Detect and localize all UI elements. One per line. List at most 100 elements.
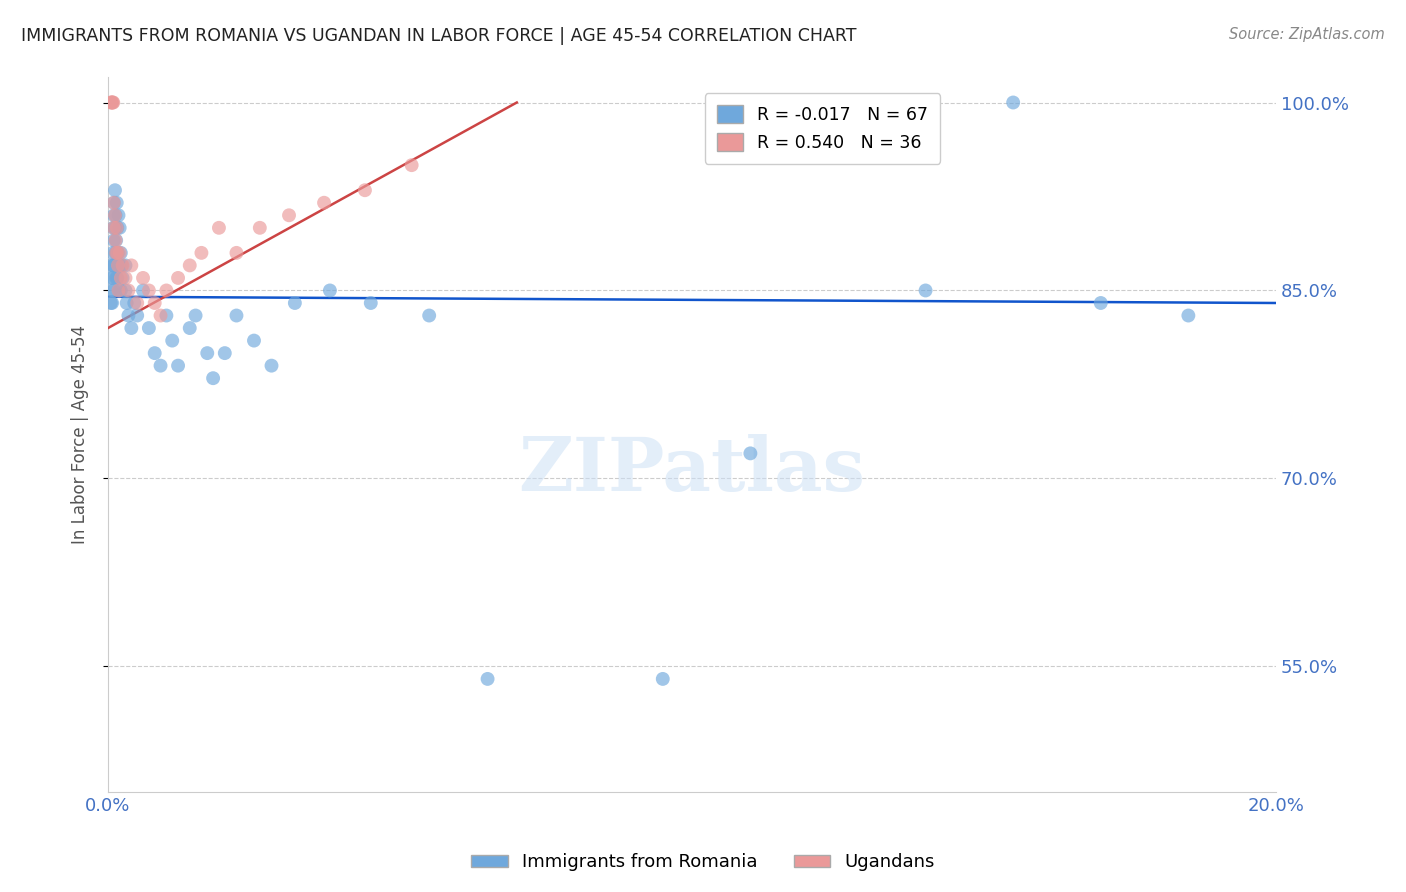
Point: [120, 259, 142, 273]
Point: [103, 284, 125, 298]
Point: [104, 220, 127, 235]
Text: Source: ZipAtlas.com: Source: ZipAtlas.com: [1229, 27, 1385, 42]
Y-axis label: In Labor Force | Age 45-54: In Labor Force | Age 45-54: [72, 325, 89, 544]
Point: [360, 296, 382, 310]
Point: [1177, 309, 1199, 323]
Point: [103, 195, 125, 210]
Point: [155, 284, 177, 298]
Point: [214, 346, 236, 360]
Point: [114, 271, 136, 285]
Point: [104, 183, 127, 197]
Point: [260, 359, 283, 373]
Point: [101, 271, 124, 285]
Point: [1002, 95, 1025, 110]
Point: [418, 309, 440, 323]
Point: [132, 284, 155, 298]
Point: [138, 321, 160, 335]
Point: [111, 259, 134, 273]
Legend: Immigrants from Romania, Ugandans: Immigrants from Romania, Ugandans: [464, 847, 942, 879]
Point: [108, 259, 131, 273]
Point: [104, 208, 127, 222]
Point: [103, 220, 125, 235]
Point: [111, 271, 134, 285]
Point: [114, 259, 136, 273]
Point: [122, 296, 145, 310]
Point: [107, 208, 129, 222]
Point: [195, 346, 218, 360]
Point: [243, 334, 266, 348]
Point: [104, 233, 127, 247]
Point: [101, 296, 124, 310]
Point: [101, 245, 124, 260]
Point: [107, 284, 129, 298]
Point: [651, 672, 673, 686]
Point: [107, 259, 129, 273]
Point: [103, 233, 125, 247]
Point: [110, 245, 132, 260]
Point: [143, 296, 166, 310]
Point: [105, 220, 128, 235]
Point: [117, 284, 139, 298]
Point: [319, 284, 342, 298]
Point: [111, 259, 134, 273]
Point: [190, 245, 212, 260]
Text: IMMIGRANTS FROM ROMANIA VS UGANDAN IN LABOR FORCE | AGE 45-54 CORRELATION CHART: IMMIGRANTS FROM ROMANIA VS UGANDAN IN LA…: [21, 27, 856, 45]
Point: [1090, 296, 1112, 310]
Point: [127, 309, 149, 323]
Point: [208, 220, 231, 235]
Point: [108, 245, 131, 260]
Point: [740, 446, 762, 460]
Point: [312, 195, 335, 210]
Point: [149, 359, 172, 373]
Point: [225, 245, 247, 260]
Point: [401, 158, 423, 172]
Point: [477, 672, 499, 686]
Point: [105, 233, 128, 247]
Point: [103, 195, 125, 210]
Point: [278, 208, 301, 222]
Point: [104, 245, 127, 260]
Point: [105, 195, 128, 210]
Point: [100, 95, 122, 110]
Point: [132, 271, 155, 285]
Point: [149, 309, 172, 323]
Point: [105, 220, 128, 235]
Point: [914, 284, 936, 298]
Point: [103, 95, 125, 110]
Point: [155, 309, 177, 323]
Point: [108, 284, 131, 298]
Point: [179, 321, 201, 335]
Point: [103, 259, 125, 273]
Point: [100, 284, 122, 298]
Point: [105, 245, 128, 260]
Point: [100, 296, 122, 310]
Point: [115, 296, 138, 310]
Point: [167, 359, 190, 373]
Point: [138, 284, 160, 298]
Point: [110, 271, 132, 285]
Point: [101, 95, 124, 110]
Point: [160, 334, 183, 348]
Point: [110, 284, 132, 298]
Point: [103, 208, 125, 222]
Point: [284, 296, 307, 310]
Point: [249, 220, 271, 235]
Legend: R = -0.017   N = 67, R = 0.540   N = 36: R = -0.017 N = 67, R = 0.540 N = 36: [704, 94, 941, 164]
Point: [127, 296, 149, 310]
Point: [179, 259, 201, 273]
Point: [100, 95, 122, 110]
Point: [100, 259, 122, 273]
Point: [117, 309, 139, 323]
Point: [120, 321, 142, 335]
Text: ZIPatlas: ZIPatlas: [519, 434, 866, 507]
Point: [225, 309, 247, 323]
Point: [167, 271, 190, 285]
Point: [101, 95, 124, 110]
Point: [202, 371, 225, 385]
Point: [101, 271, 124, 285]
Point: [105, 245, 128, 260]
Point: [104, 208, 127, 222]
Point: [354, 183, 377, 197]
Point: [107, 259, 129, 273]
Point: [103, 220, 125, 235]
